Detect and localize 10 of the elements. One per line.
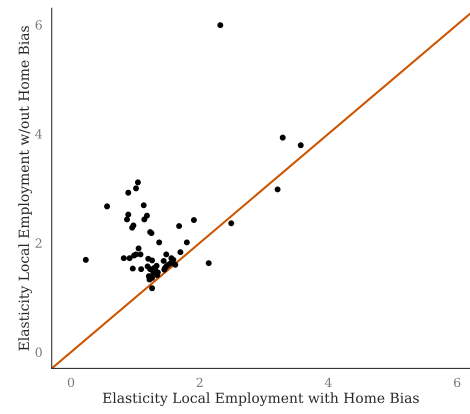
- y-tick-label: 2: [36, 238, 42, 248]
- x-tick-label: 0: [68, 378, 74, 388]
- x-tick-label: 4: [324, 378, 332, 387]
- y-axis-title: Elasticity Local Employment w/out Home Bias: [18, 26, 32, 351]
- y-tick-label: 6: [36, 20, 42, 30]
- x-tick-label: 2: [196, 378, 202, 387]
- x-tick-label: 6: [454, 378, 460, 388]
- x-axis-title: Elasticity Local Employment with Home Bias: [102, 392, 419, 406]
- y-tick-label: 0: [36, 348, 42, 358]
- y-tick-label: 4: [35, 129, 42, 139]
